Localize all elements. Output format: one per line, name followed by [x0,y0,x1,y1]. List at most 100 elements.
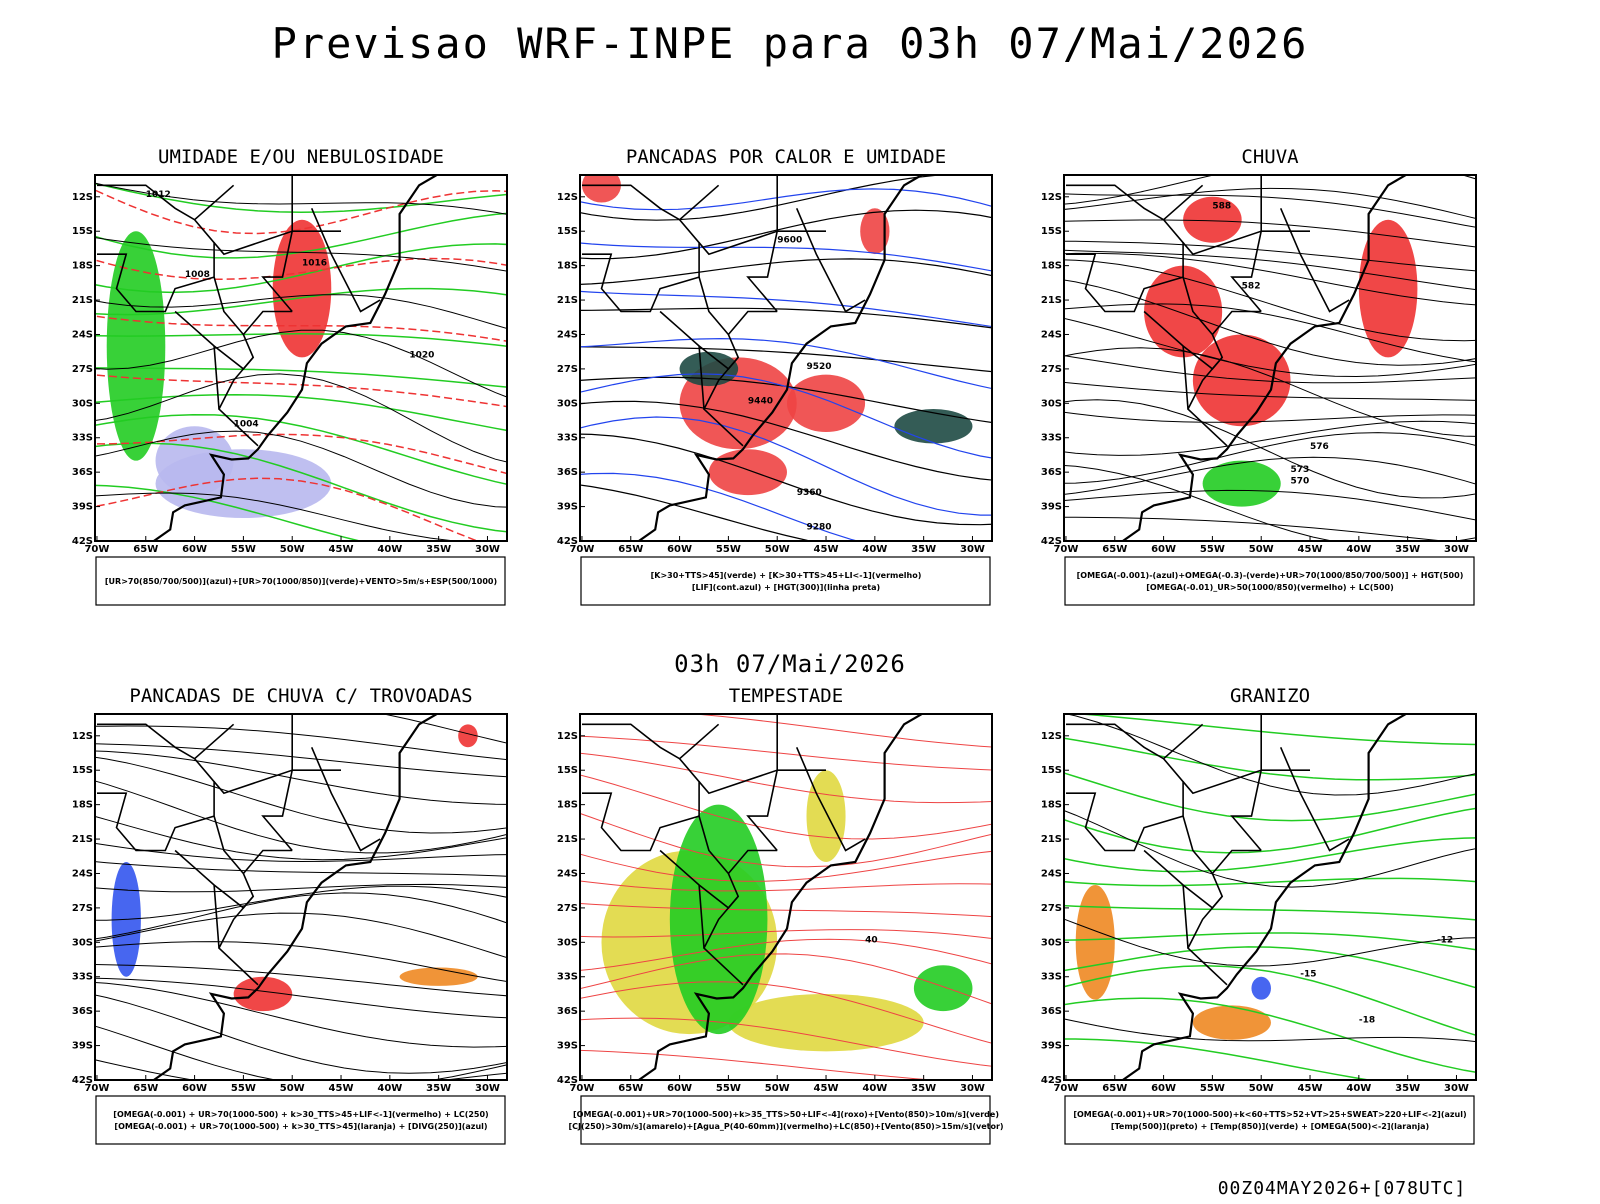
contour-line [95,373,507,463]
contour-line [580,880,992,892]
map-panel: 9600 9520 9440 9360 9280 PANCADAS POR CALOR E… [557,146,993,606]
contour-label: 570 [1291,477,1310,487]
legend-text: [UR>70(850/700/500)](azul)+[UR>70(1000/8… [105,577,497,586]
contour-line [95,189,507,235]
shaded-area [581,175,621,203]
border [1066,184,1228,447]
contour-line [95,912,507,959]
contour-line [580,290,992,328]
shaded-area [913,965,973,1012]
lon-label: 70W [1053,544,1078,555]
lat-label: 30S [557,937,578,948]
border [97,723,259,986]
border [698,345,705,410]
contour-line [95,243,507,294]
lat-label: 27S [72,903,93,914]
border [242,310,293,336]
contour-line [95,756,507,834]
contour-line [1064,249,1476,291]
lat-label: 24S [557,868,578,879]
contour-line [1064,317,1476,378]
border [582,723,744,986]
lon-label: 45W [329,544,354,555]
shaded-area [1144,265,1223,358]
map-frame [1063,174,1477,542]
contour-line [580,752,992,804]
lat-label: 12S [557,731,578,742]
contour-line [1064,279,1476,366]
contour-line [580,850,992,882]
contour-line [580,307,992,329]
border [1163,723,1204,760]
lon-label: 50W [765,1083,790,1094]
contour-line [95,1059,507,1080]
lat-label: 21S [72,834,93,845]
contour-label: 9600 [777,236,802,246]
shaded-area [708,449,787,496]
legend-box [95,1095,506,1145]
lat-label: 33S [1041,972,1062,983]
map-panel: PANCADAS DE CHUVA C/ TROVOADAS 12S 15S 18S 2… [72,685,508,1145]
lat-label: 42S [557,1075,578,1086]
contour-label: 9520 [807,362,832,372]
contour-line [95,287,507,316]
border [582,253,700,313]
lon-label: 65W [618,1083,643,1094]
contour-line [580,812,992,868]
lon-label: 60W [667,1083,692,1094]
contour-line [580,774,992,840]
border [727,849,778,875]
contour-line [95,977,507,1019]
contour-line [95,492,463,541]
lon-label: 60W [182,1083,207,1094]
border [1182,714,1262,795]
shaded-area [272,219,332,358]
border [1182,175,1262,256]
coastline [1120,175,1408,541]
shaded-area [233,976,293,1012]
contour-line [95,329,507,398]
contour-line [1064,877,1476,887]
contour-line [580,938,992,971]
shaded-area [399,967,478,986]
map-area [95,714,507,1080]
lat-label: 33S [72,433,93,444]
contour-line [381,714,507,744]
contour-line [1064,489,1476,521]
map-frame [579,713,993,1081]
contour-line [580,953,992,1005]
contour-line [95,430,507,508]
contour-label: 1004 [234,419,259,429]
lat-label: 27S [1041,903,1062,914]
border [1279,746,1350,852]
contour-line [580,209,992,260]
contour-line [95,750,507,805]
contour-line [95,963,507,997]
contour-line [580,242,992,272]
contour-line [1064,456,1476,495]
contour-line [1064,807,1476,854]
contour-label: 9280 [807,523,832,533]
lat-label: 15S [557,765,578,776]
map-frame [94,174,508,542]
contour-line [95,842,507,863]
lon-label: 55W [716,544,741,555]
contour-line [95,333,507,348]
panel-title: TEMPESTADE [729,685,843,707]
lon-label: 30W [960,544,985,555]
contour-line [1064,946,1476,989]
border [97,184,259,447]
contour-line [1064,918,1476,967]
lon-label: 45W [814,544,839,555]
contour-label: 40 [865,935,878,945]
lon-label: 45W [329,1083,354,1094]
contour-line [1064,355,1476,384]
lat-label: 12S [72,731,93,742]
lat-label: 15S [557,226,578,237]
lat-label: 33S [1041,433,1062,444]
contour-line [1064,997,1476,1074]
panel-title: CHUVA [1241,146,1299,168]
contour-line [1064,420,1476,456]
lon-label: 60W [1151,1083,1176,1094]
lat-label: 18S [1041,800,1062,811]
